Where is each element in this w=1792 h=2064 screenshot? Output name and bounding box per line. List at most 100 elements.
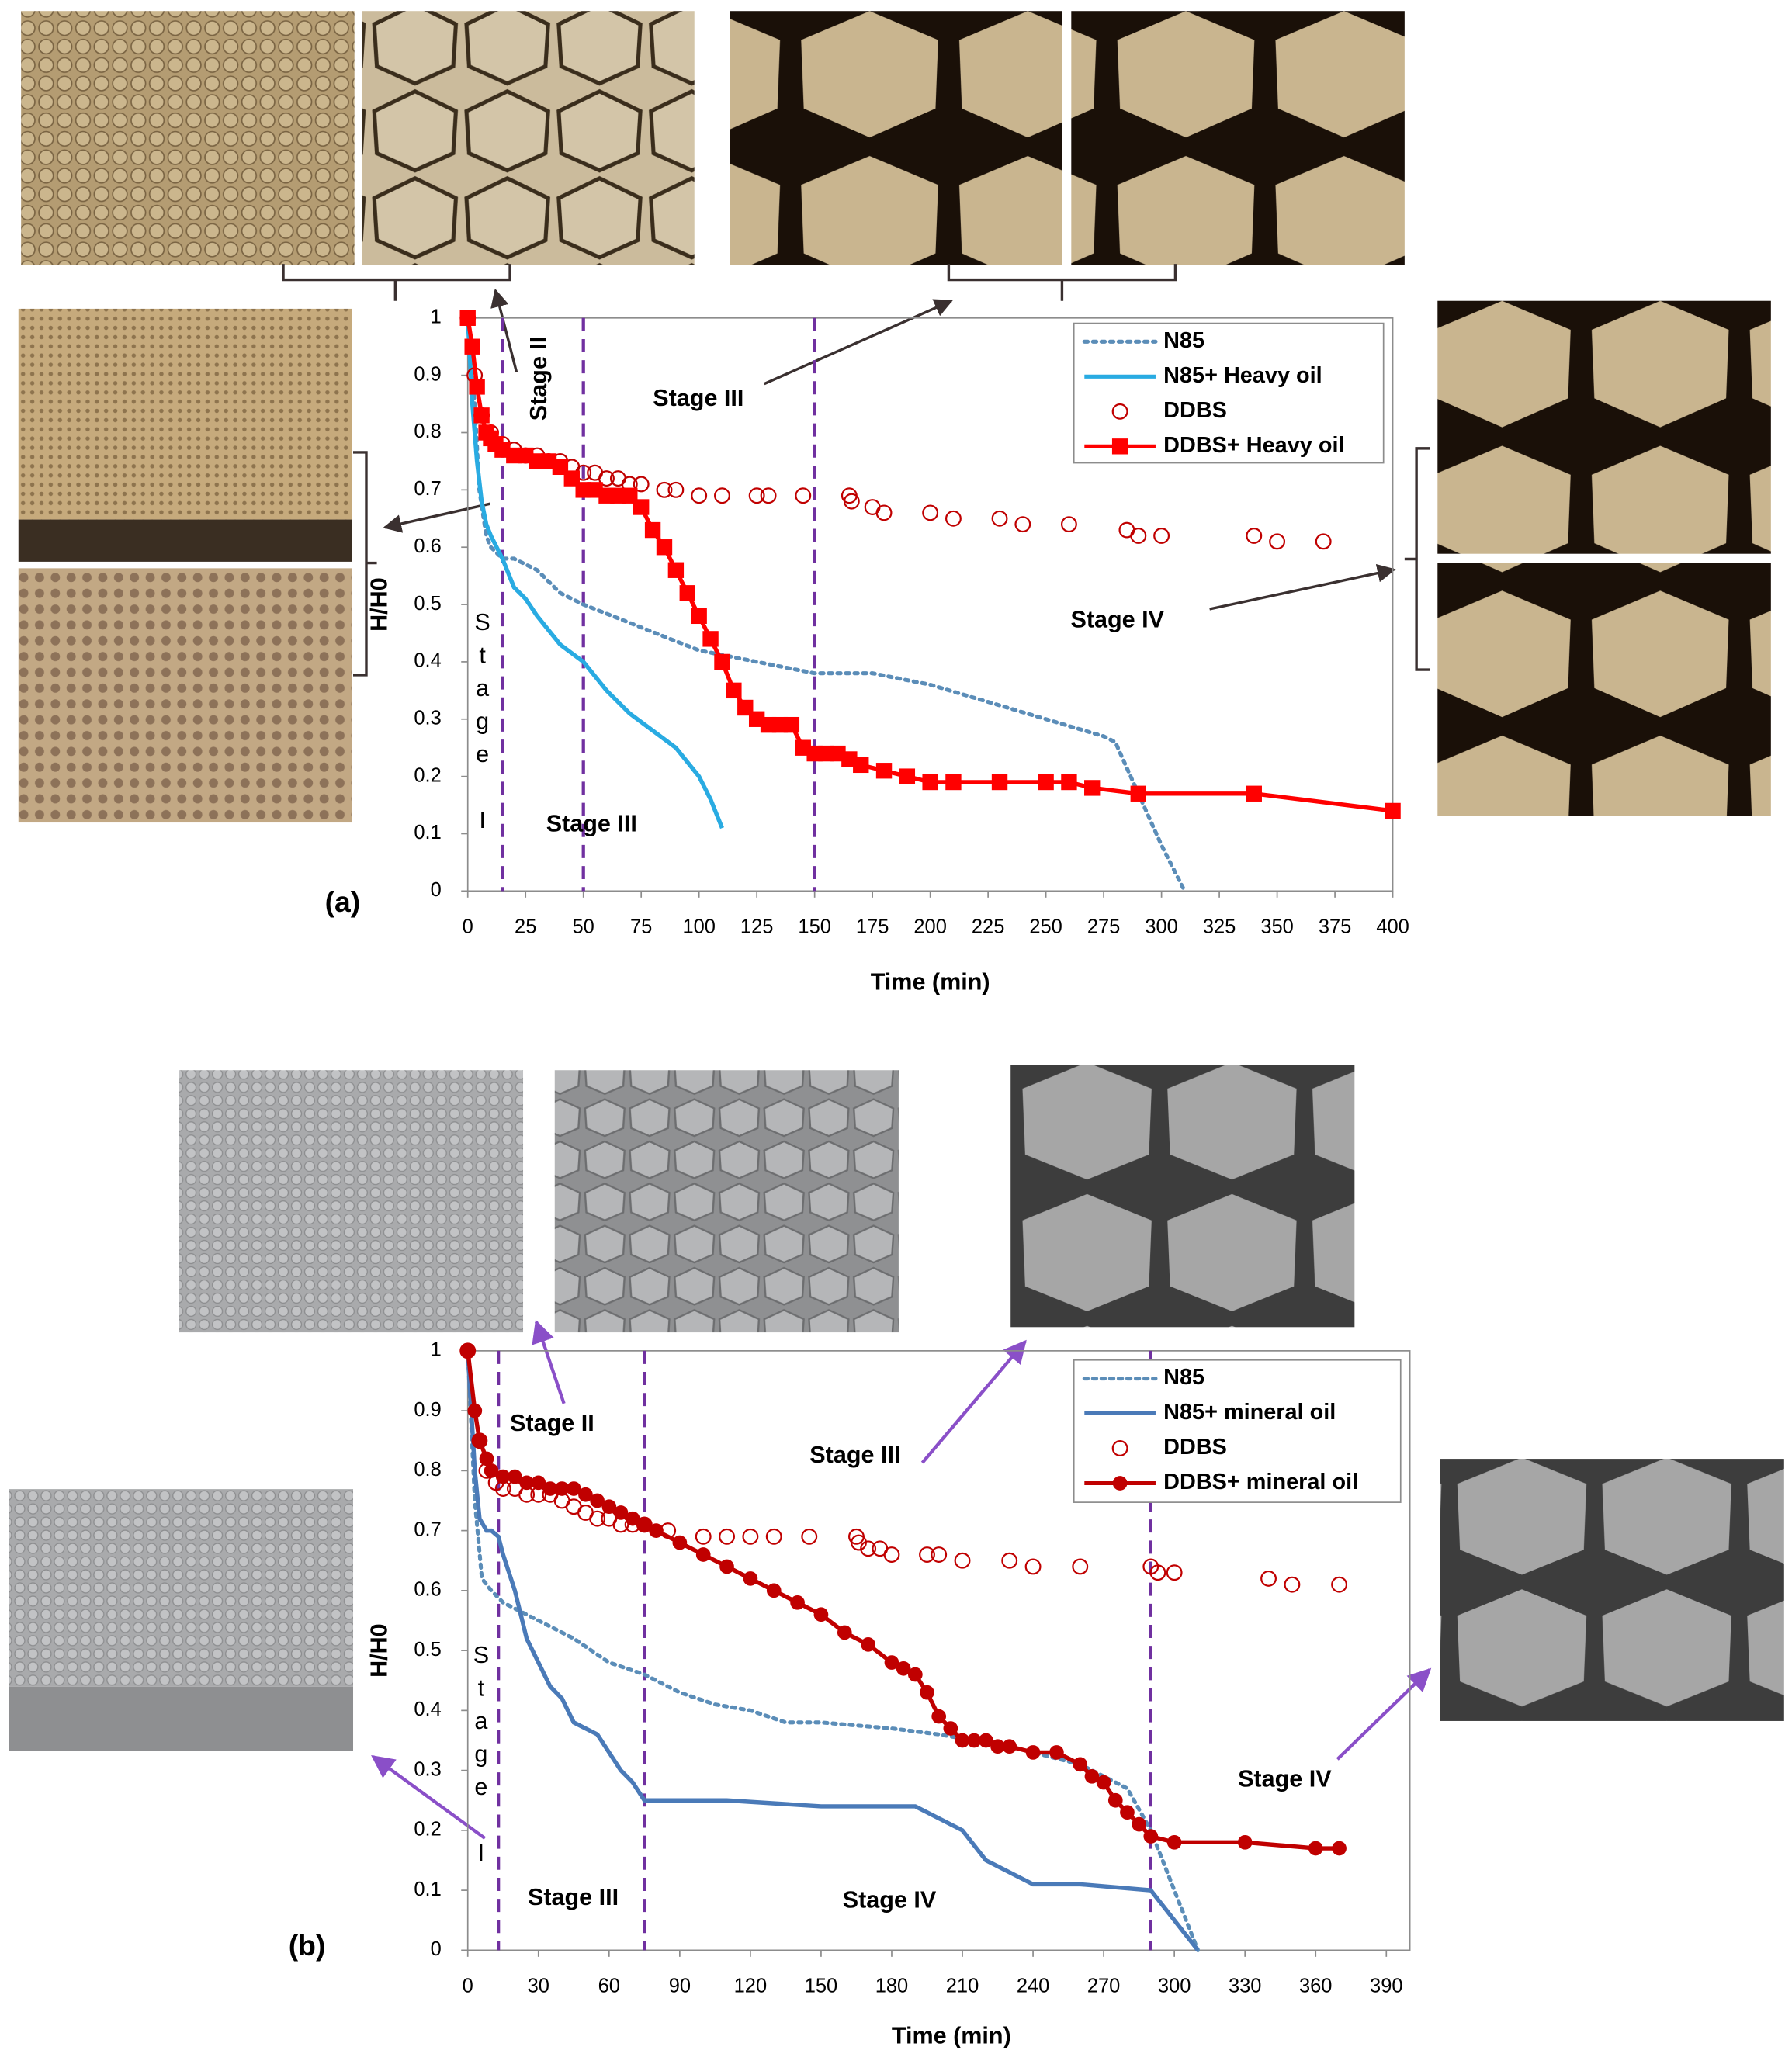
photo — [18, 519, 352, 562]
marker — [1284, 1576, 1301, 1593]
marker — [519, 1475, 534, 1491]
series-line — [466, 1350, 1200, 1952]
x-tick-label: 125 — [740, 916, 773, 938]
legend-box — [1073, 1359, 1402, 1503]
marker — [1014, 516, 1031, 533]
bracket — [353, 451, 377, 677]
y-tick-label: 0.3 — [414, 1758, 441, 1780]
arrow — [371, 1755, 487, 1840]
marker — [1308, 1841, 1323, 1856]
arrow — [1209, 563, 1396, 611]
y-tick-label: 0.9 — [414, 363, 441, 385]
y-tick-label: 1 — [431, 306, 442, 328]
marker — [1038, 774, 1054, 791]
x-axis-label: Time (min) — [871, 968, 990, 995]
x-tick-label: 50 — [573, 916, 594, 938]
y-tick-label: 0.1 — [414, 1879, 441, 1900]
photo — [9, 1686, 354, 1751]
y-axis-label: H/H0 — [366, 577, 393, 632]
marker — [1260, 1570, 1277, 1587]
marker — [1024, 1558, 1042, 1575]
marker — [1084, 1769, 1100, 1784]
marker — [943, 1721, 958, 1736]
photo — [21, 11, 355, 265]
marker — [1132, 1816, 1146, 1832]
legend-marker — [1111, 438, 1128, 455]
marker — [1084, 780, 1101, 796]
x-tick-label: 350 — [1260, 916, 1293, 938]
marker — [542, 1481, 558, 1496]
marker — [1025, 1745, 1041, 1760]
marker — [695, 1547, 711, 1562]
x-tick-label: 240 — [1017, 1976, 1049, 1997]
y-tick-label: 0.7 — [414, 1519, 441, 1540]
marker — [656, 539, 673, 556]
panel-label: (a) — [325, 885, 361, 918]
photo — [18, 308, 352, 520]
x-tick-label: 270 — [1087, 1976, 1120, 1997]
marker — [613, 1505, 629, 1520]
marker — [907, 1667, 923, 1682]
x-tick-label: 0 — [463, 916, 473, 938]
arrow — [920, 1339, 1027, 1464]
y-tick-label: 0.4 — [414, 650, 441, 672]
y-tick-label: 0.1 — [414, 822, 441, 843]
y-tick-label: 0.4 — [414, 1699, 441, 1720]
legend-label: DDBS — [1163, 398, 1227, 423]
photo — [1437, 563, 1771, 816]
legend-marker — [1112, 1476, 1128, 1491]
marker — [966, 1733, 982, 1748]
marker — [1332, 1841, 1347, 1856]
x-tick-label: 175 — [856, 916, 889, 938]
marker — [719, 1559, 734, 1574]
marker — [691, 608, 707, 625]
marker — [875, 763, 893, 779]
annotation: Stage IV — [1070, 606, 1164, 632]
x-tick-label: 120 — [734, 1976, 767, 1997]
marker — [472, 1433, 487, 1449]
panel-label: (b) — [289, 1929, 326, 1962]
marker — [1166, 1564, 1183, 1581]
marker — [531, 1475, 546, 1491]
annotation: Stage I — [470, 609, 496, 840]
y-tick-label: 0.6 — [414, 535, 441, 557]
marker — [633, 499, 650, 515]
x-tick-label: 325 — [1203, 916, 1236, 938]
marker — [1096, 1775, 1111, 1790]
marker — [945, 774, 962, 791]
legend-label: N85 — [1163, 328, 1204, 353]
legend-marker — [1111, 1440, 1128, 1456]
annotation: Stage III — [653, 385, 743, 411]
marker — [766, 1583, 782, 1598]
marker — [1073, 1757, 1088, 1772]
photo — [179, 1070, 524, 1333]
bracket — [947, 264, 1177, 301]
marker — [464, 338, 480, 355]
marker — [1060, 516, 1077, 533]
marker — [460, 1343, 476, 1359]
x-tick-label: 275 — [1087, 916, 1120, 938]
x-tick-label: 90 — [669, 1976, 691, 1997]
marker — [469, 379, 485, 395]
marker — [837, 1625, 852, 1640]
marker — [590, 1493, 605, 1508]
legend: N85 N85+ Heavy oil DDBS DDBS+ Heavy oil — [1073, 322, 1385, 464]
x-tick-label: 300 — [1145, 916, 1177, 938]
x-tick-label: 200 — [913, 916, 946, 938]
annotation: Stage III — [528, 1884, 619, 1910]
marker — [1246, 527, 1263, 544]
marker — [861, 1637, 875, 1652]
marker — [1149, 1564, 1166, 1581]
x-tick-label: 25 — [515, 916, 536, 938]
series-line — [466, 316, 1187, 893]
marker — [860, 1540, 877, 1557]
bracket — [282, 264, 511, 301]
marker — [719, 1528, 735, 1545]
marker — [473, 407, 490, 424]
photo — [1437, 300, 1771, 554]
legend-label: DDBS+ Heavy oil — [1163, 433, 1344, 458]
chart: 0 0.1 0.2 0.3 0.4 0.5 0.6 0.7 0.8 0.9 1 0 30 60 90 120 1… — [289, 1339, 1411, 2048]
y-tick-label: 1 — [431, 1339, 442, 1361]
x-tick-label: 150 — [805, 1976, 837, 1997]
marker — [644, 521, 661, 539]
